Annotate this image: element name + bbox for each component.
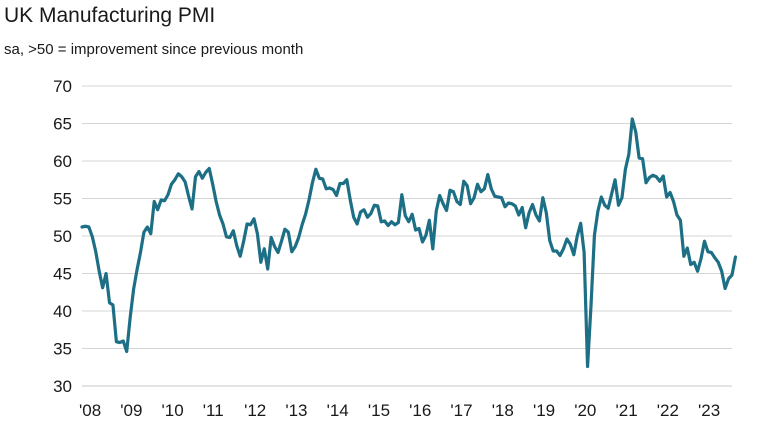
chart-title: UK Manufacturing PMI — [4, 4, 216, 27]
y-tick-label: 60 — [53, 152, 72, 171]
x-tick-label: '09 — [120, 401, 142, 420]
x-tick-label: '19 — [533, 401, 555, 420]
y-tick-label: 40 — [53, 302, 72, 321]
y-tick-label: 55 — [53, 190, 72, 209]
x-tick-label: '12 — [244, 401, 266, 420]
y-tick-label: 65 — [53, 115, 72, 134]
series-line-pmi — [80, 117, 738, 369]
series-layer — [80, 117, 738, 369]
x-tick-label: '10 — [162, 401, 184, 420]
y-axis-tick-labels: 30 35 40 45 50 55 60 65 70 — [53, 77, 72, 396]
y-tick-label: 35 — [53, 340, 72, 359]
chart-subtitle: sa, >50 = improvement since previous mon… — [4, 41, 304, 58]
x-tick-label: '11 — [203, 401, 224, 420]
x-tick-label: '08 — [79, 401, 101, 420]
x-tick-label: '13 — [285, 401, 307, 420]
x-tick-label: '17 — [450, 401, 472, 420]
y-tick-label: 50 — [53, 227, 72, 246]
x-tick-label: '18 — [492, 401, 514, 420]
x-tick-label: '21 — [616, 401, 638, 420]
gridlines — [82, 85, 732, 349]
y-tick-label: 70 — [53, 77, 72, 96]
x-tick-label: '14 — [327, 401, 349, 420]
x-tick-label: '15 — [368, 401, 390, 420]
y-tick-label: 45 — [53, 265, 72, 284]
x-tick-label: '20 — [574, 401, 596, 420]
x-tick-label: '23 — [698, 401, 720, 420]
x-axis-tick-labels: '08 '09 '10 '11 '12 '13 '14 '15 '16 '17 '18 '19 '20 '… — [79, 401, 720, 420]
y-tick-label: 30 — [53, 377, 72, 396]
x-tick-label: '22 — [657, 401, 679, 420]
x-tick-label: '16 — [409, 401, 431, 420]
